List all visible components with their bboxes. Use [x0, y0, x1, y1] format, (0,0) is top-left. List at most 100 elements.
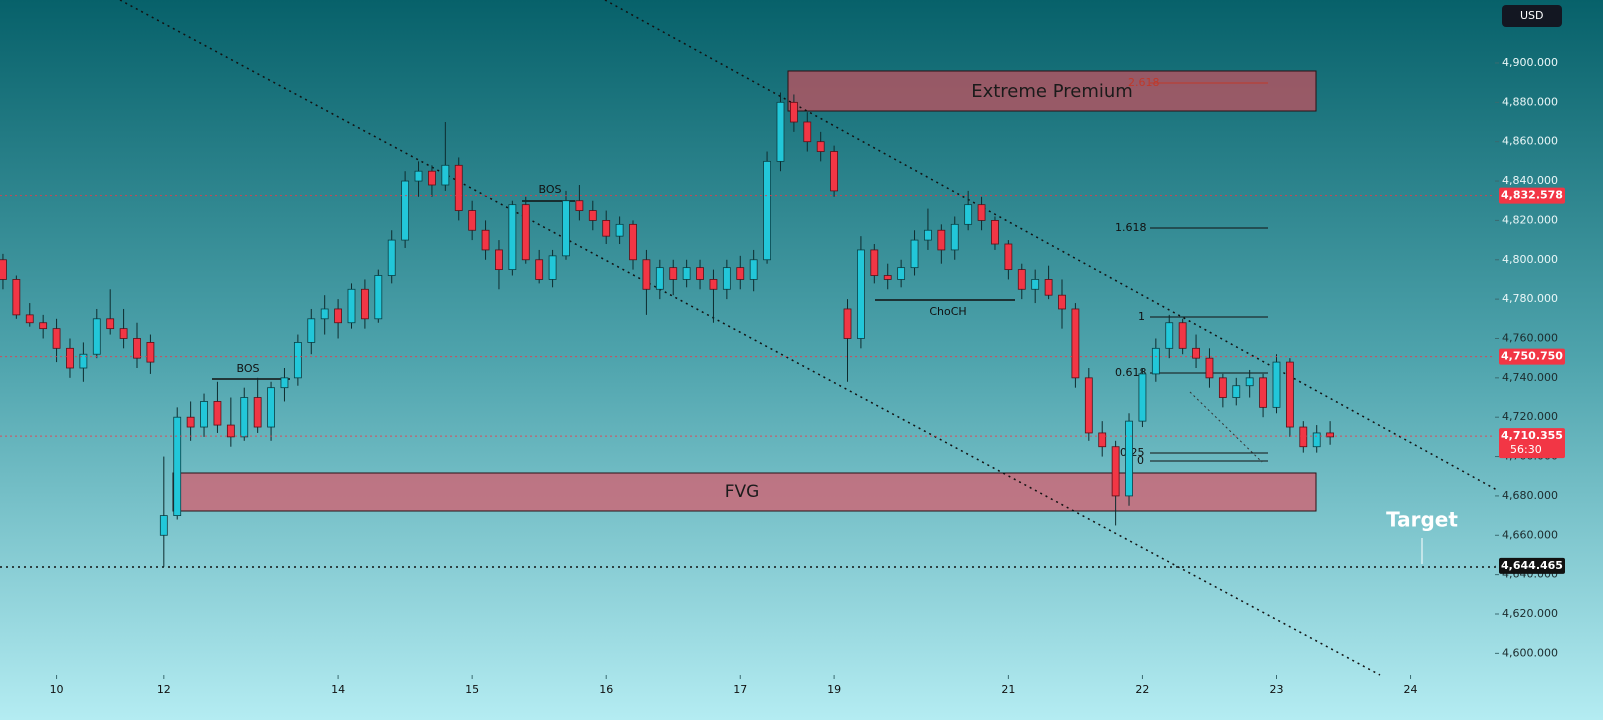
candle-body [924, 229, 932, 241]
candle-body [897, 267, 906, 280]
zone-label: Extreme Premium [971, 81, 1133, 102]
price-tag-label: 4,832.578 [1501, 189, 1563, 202]
candle-body [79, 353, 88, 369]
target-label: Target [1386, 508, 1458, 532]
y-tick-label: 4,660.000 [1502, 528, 1558, 541]
candle-body [374, 275, 383, 320]
candle-body [977, 204, 986, 221]
candle-body [1272, 361, 1281, 408]
candle-body [186, 416, 195, 428]
candle-body [119, 328, 128, 339]
premium-zone [787, 70, 1317, 112]
price-tag [1499, 428, 1565, 459]
candle-body [1111, 446, 1120, 497]
y-tick-label: 4,900.000 [1502, 56, 1558, 69]
axes: 4,600.0004,620.0004,640.0004,660.0004,68… [0, 56, 1565, 696]
candle-body [39, 322, 48, 330]
x-tick-label: 19 [827, 683, 841, 696]
candle-body [1151, 347, 1160, 375]
candle-body [280, 377, 289, 389]
x-tick-label: 21 [1001, 683, 1015, 696]
candle-body [106, 318, 115, 330]
candle-body [548, 255, 557, 280]
candle-body [1017, 269, 1026, 290]
candle-body [267, 387, 275, 428]
candle-body [293, 342, 302, 379]
candle-body [159, 515, 168, 536]
x-tick-label: 23 [1269, 683, 1283, 696]
candle-body [468, 210, 477, 231]
candle-body [1259, 377, 1267, 408]
candle-body [1004, 243, 1013, 271]
candle-body [1044, 279, 1053, 296]
candle-body [92, 318, 101, 355]
price-tag [1499, 348, 1565, 365]
candle-body [776, 101, 785, 162]
candle-body [1232, 385, 1241, 398]
candle-body [52, 328, 61, 349]
candle-body [1218, 377, 1227, 398]
candle-body [964, 204, 973, 225]
candle-body [615, 223, 624, 237]
candle-body [1084, 377, 1093, 434]
candle-body [334, 308, 342, 324]
y-tick-label: 4,600.000 [1502, 646, 1558, 659]
x-tick-label: 14 [331, 683, 345, 696]
candle-body [991, 220, 999, 245]
candle-body [12, 279, 21, 316]
candle-body [669, 267, 678, 280]
y-tick-label: 4,880.000 [1502, 95, 1558, 108]
candle-body [307, 318, 316, 343]
candle-body [226, 424, 235, 438]
price-tag [1499, 557, 1565, 574]
zone-label: FVG [725, 482, 760, 502]
candle-body [910, 239, 919, 269]
candle-body [200, 401, 208, 428]
price-tag-timer: 56:30 [1510, 443, 1542, 456]
candle-body [736, 267, 745, 280]
labels: 2.618 1.618 1 0.618 0.25 0 BOS BOS ChoCH… [237, 76, 1459, 532]
currency: USD [1520, 9, 1544, 22]
price-tag-label: 4,710.355 [1501, 429, 1563, 442]
candle-body [629, 223, 637, 261]
x-tick-label: 12 [157, 683, 171, 696]
candle-body [66, 347, 74, 369]
fib-label: 2.618 [1128, 76, 1160, 89]
candle-body [508, 204, 517, 271]
candle-body [1031, 279, 1040, 290]
candle-body [749, 259, 758, 280]
drawings [0, 0, 1498, 676]
trend-line [1189, 391, 1263, 463]
y-tick-label: 4,780.000 [1502, 292, 1558, 305]
y-tick-label: 4,680.000 [1502, 489, 1558, 502]
candle-body [521, 204, 530, 261]
candle-body [763, 160, 771, 261]
candle-body [709, 279, 718, 290]
candle-body [642, 259, 651, 290]
candle-body [843, 308, 852, 339]
candle-body [562, 200, 570, 257]
y-tick-label: 4,820.000 [1502, 213, 1558, 226]
candle-body [1326, 432, 1335, 438]
structure-label: BOS [539, 183, 562, 196]
structure-label: BOS [237, 362, 260, 375]
x-tick-label: 10 [50, 683, 64, 696]
candle-body [173, 416, 182, 516]
candles [0, 92, 1335, 567]
candle-body [789, 101, 798, 123]
candle-body [803, 121, 812, 143]
y-tick-label: 4,740.000 [1502, 371, 1558, 384]
y-tick-label: 4,720.000 [1502, 410, 1558, 423]
candle-body [1058, 294, 1066, 310]
candle-body [320, 308, 329, 320]
candle-body [133, 338, 141, 359]
candle-body [25, 314, 34, 324]
candle-body [1125, 420, 1133, 497]
candle-body [950, 223, 959, 251]
candle-body [1299, 426, 1308, 448]
trend-line [119, 0, 1381, 676]
candle-body [481, 229, 490, 251]
candle-body [347, 288, 356, 324]
